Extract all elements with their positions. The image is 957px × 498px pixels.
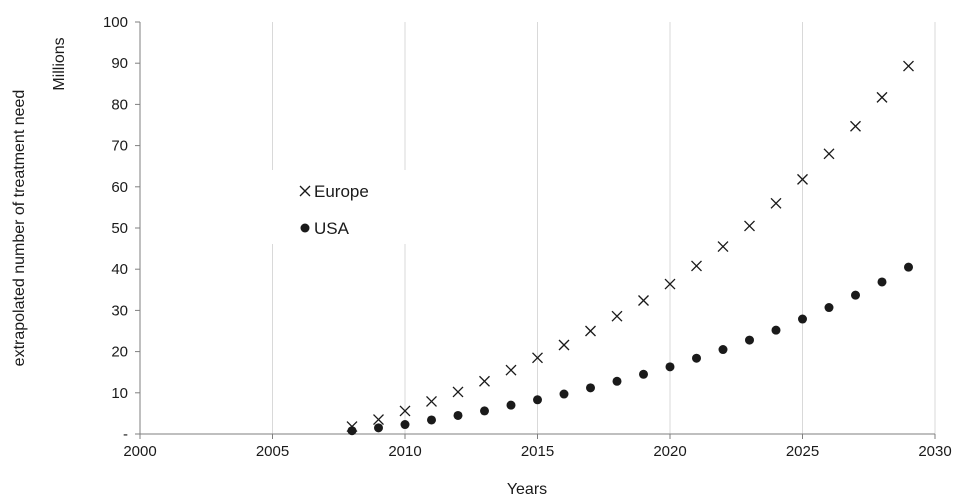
legend-label-europe: Europe	[314, 182, 369, 201]
axes	[139, 22, 935, 435]
data-point-usa	[771, 325, 781, 335]
data-point-europe	[452, 386, 464, 398]
y-tick-label: 100	[103, 14, 128, 31]
data-point-usa	[851, 290, 860, 300]
data-point-europe	[744, 220, 755, 232]
grid-lines	[135, 21, 936, 439]
data-point-usa	[665, 362, 675, 372]
data-point-europe	[691, 260, 702, 272]
y-tick-label: 20	[111, 344, 128, 361]
y-tick-labels: - 10 20 30 40 50 60 70 80 90 100	[103, 14, 128, 443]
data-point-europe	[638, 295, 649, 306]
data-point-europe	[558, 339, 570, 351]
legend-background	[272, 170, 406, 244]
data-point-usa	[506, 400, 516, 410]
y-tick-label: 90	[111, 55, 128, 72]
data-point-usa	[374, 423, 383, 433]
data-point-europe	[479, 375, 490, 387]
data-point-europe	[850, 120, 861, 132]
data-point-usa	[559, 389, 569, 399]
x-axis-title: Years	[507, 481, 547, 498]
legend-marker-europe	[299, 185, 311, 197]
y-tick-label: 70	[111, 138, 128, 155]
data-point-europe	[797, 173, 808, 185]
data-point-europe	[903, 60, 914, 72]
series-europe	[346, 60, 914, 433]
x-tick-label: 2010	[388, 443, 421, 460]
data-point-usa	[480, 406, 489, 416]
legend-marker-usa	[300, 223, 310, 233]
data-point-europe	[585, 325, 596, 337]
data-series	[346, 60, 914, 436]
data-point-europe	[373, 414, 384, 426]
data-point-usa	[718, 345, 728, 355]
data-point-usa	[745, 335, 754, 345]
data-point-usa	[692, 353, 701, 363]
data-point-usa	[877, 277, 887, 287]
x-tick-label: 2025	[786, 443, 819, 460]
data-point-usa	[427, 415, 436, 425]
data-point-europe	[664, 278, 676, 290]
data-point-usa	[533, 395, 542, 405]
data-point-usa	[612, 376, 622, 386]
data-point-usa	[904, 262, 913, 272]
y-axis-title: extrapolated number of treatment need	[11, 90, 28, 367]
data-point-usa	[798, 314, 807, 324]
data-point-europe	[770, 197, 782, 209]
data-point-europe	[532, 352, 543, 364]
data-point-europe	[505, 364, 517, 376]
data-point-europe	[717, 241, 729, 252]
y-tick-label: 60	[111, 179, 128, 196]
data-point-usa	[400, 420, 410, 430]
legend-label-usa: USA	[314, 219, 350, 238]
data-point-usa	[824, 303, 834, 313]
y-axis-units: Millions	[51, 37, 68, 90]
data-point-europe	[426, 395, 437, 407]
x-tick-label: 2015	[521, 443, 554, 460]
y-tick-label: 40	[111, 261, 128, 278]
x-tick-label: 2000	[123, 443, 156, 460]
data-point-usa	[586, 383, 595, 393]
y-tick-label: 80	[111, 96, 128, 113]
y-tick-label: 50	[111, 220, 128, 237]
data-point-usa	[347, 426, 357, 436]
data-point-usa	[453, 410, 463, 420]
data-point-europe	[823, 148, 835, 160]
y-tick-label: -	[123, 426, 128, 443]
y-tick-label: 30	[111, 302, 128, 319]
legend: Europe USA	[272, 170, 406, 244]
x-tick-labels: 2000 2005 2010 2015 2020 2025 2030	[123, 443, 951, 460]
y-tick-label: 10	[111, 385, 128, 402]
data-point-europe	[611, 310, 623, 322]
x-tick-label: 2005	[256, 443, 289, 460]
x-tick-label: 2030	[918, 443, 951, 460]
data-point-europe	[399, 405, 411, 417]
x-tick-label: 2020	[653, 443, 686, 460]
series-usa	[347, 262, 913, 436]
data-point-usa	[639, 369, 648, 379]
data-point-europe	[876, 91, 888, 103]
